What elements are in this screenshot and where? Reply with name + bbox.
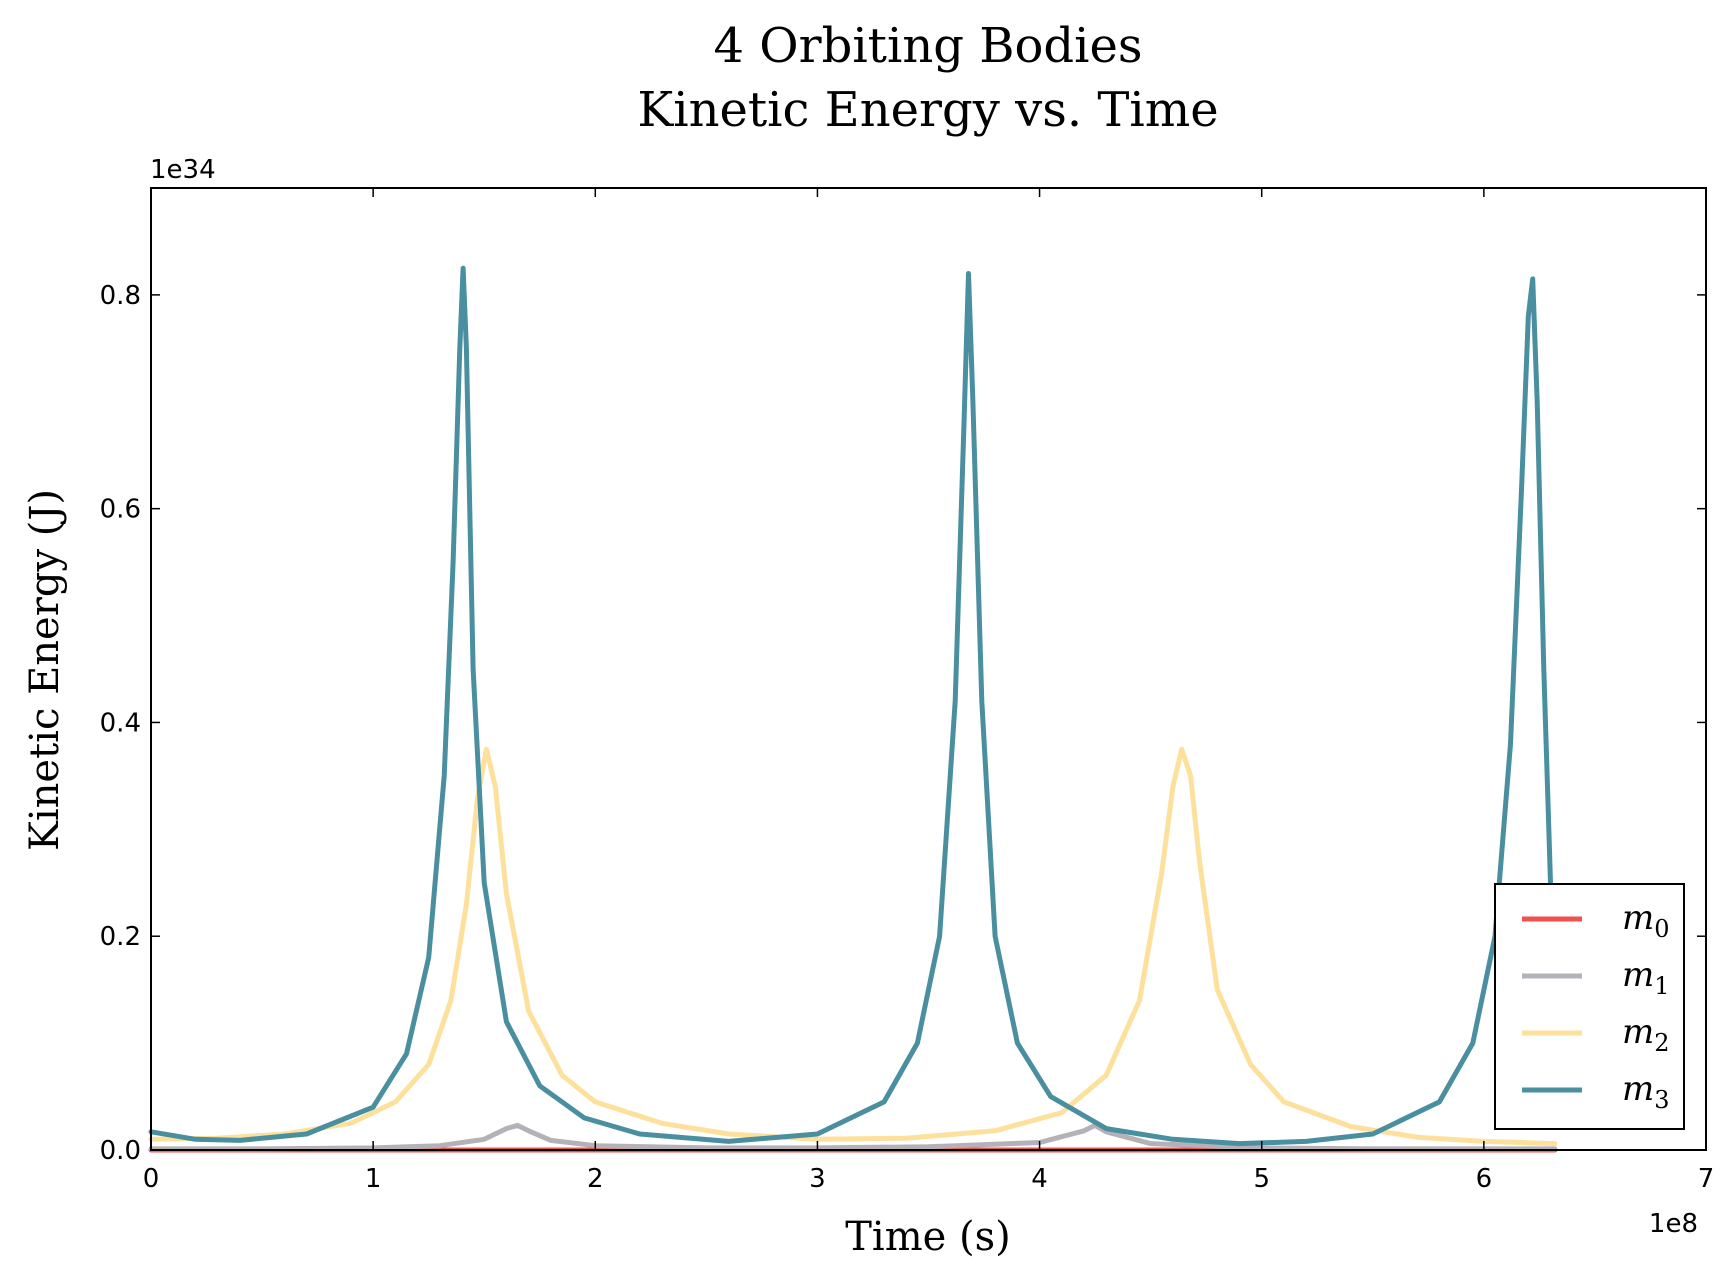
y-tick-label: 0.0 — [100, 1136, 141, 1166]
legend-label-name: m — [1622, 1012, 1654, 1052]
legend-label-subscript: 0 — [1654, 915, 1669, 943]
x-axis: 0 1 2 3 4 5 6 7 — [143, 188, 1715, 1194]
x-tick-label: 1 — [365, 1164, 382, 1194]
legend-label-name: m — [1622, 955, 1654, 995]
y-tick-label: 0.6 — [100, 495, 141, 525]
x-tick-label: 2 — [587, 1164, 604, 1194]
legend-label-m3: m3 — [1622, 1069, 1670, 1114]
y-axis-label: Kinetic Energy (J) — [22, 489, 68, 851]
series-line-m3 — [148, 265, 1553, 1147]
y-tick-label: 0.2 — [100, 922, 141, 952]
x-tick-label: 4 — [1031, 1164, 1048, 1194]
y-tick-label: 0.4 — [100, 708, 141, 738]
x-axis-label: Time (s) — [845, 1214, 1011, 1260]
legend-label-subscript: 3 — [1654, 1086, 1669, 1114]
legend-label-m1: m1 — [1622, 955, 1670, 1000]
y-axis: 0.0 0.2 0.4 0.6 0.8 — [100, 281, 1706, 1166]
x-tick-label: 0 — [143, 1164, 160, 1194]
legend-label-name: m — [1622, 1069, 1654, 1109]
x-tick-label: 7 — [1698, 1164, 1715, 1194]
plot-area — [148, 187, 1707, 1153]
x-tick-label: 3 — [809, 1164, 826, 1194]
chart-subtitle: Kinetic Energy vs. Time — [637, 82, 1218, 138]
legend-label-name: m — [1622, 898, 1654, 938]
y-offset-label: 1e34 — [150, 155, 216, 185]
series-line-m1 — [148, 1122, 1558, 1152]
x-tick-label: 5 — [1253, 1164, 1270, 1194]
legend-label-m2: m2 — [1622, 1012, 1670, 1057]
legend-label-m0: m0 — [1622, 898, 1670, 943]
legend-label-subscript: 2 — [1654, 1029, 1669, 1057]
x-tick-label: 6 — [1476, 1164, 1493, 1194]
x-offset-label: 1e8 — [1649, 1209, 1698, 1239]
chart-title: 4 Orbiting Bodies — [714, 18, 1143, 74]
series-line-m2 — [148, 746, 1558, 1147]
legend-label-subscript: 1 — [1654, 972, 1669, 1000]
y-tick-label: 0.8 — [100, 281, 141, 311]
axes-frame — [150, 187, 1707, 1151]
